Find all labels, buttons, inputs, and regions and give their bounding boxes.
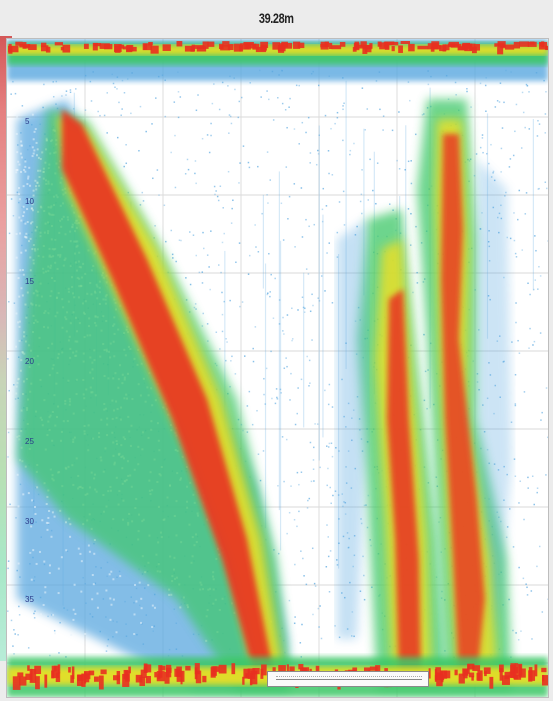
echogram-plot [7, 39, 548, 697]
depth-tick-label: 35 [25, 595, 34, 604]
echogram-panel[interactable]: 5 10 15 20 25 30 35 [6, 38, 549, 698]
scale-legend-line [276, 676, 422, 680]
range-title: 39.28m [259, 10, 294, 26]
depth-tick-label: 25 [25, 437, 34, 446]
scale-legend-box [267, 671, 429, 687]
depth-tick-label: 10 [25, 197, 34, 206]
depth-tick-label: 20 [25, 357, 34, 366]
depth-tick-label: 15 [25, 277, 34, 286]
echo-bands [15, 99, 512, 689]
surface-band [7, 39, 548, 81]
depth-tick-label: 5 [25, 117, 30, 126]
depth-axis: 5 10 15 20 25 30 35 [25, 39, 47, 697]
depth-tick-label: 30 [25, 517, 34, 526]
title-bar: 39.28m [0, 0, 553, 36]
